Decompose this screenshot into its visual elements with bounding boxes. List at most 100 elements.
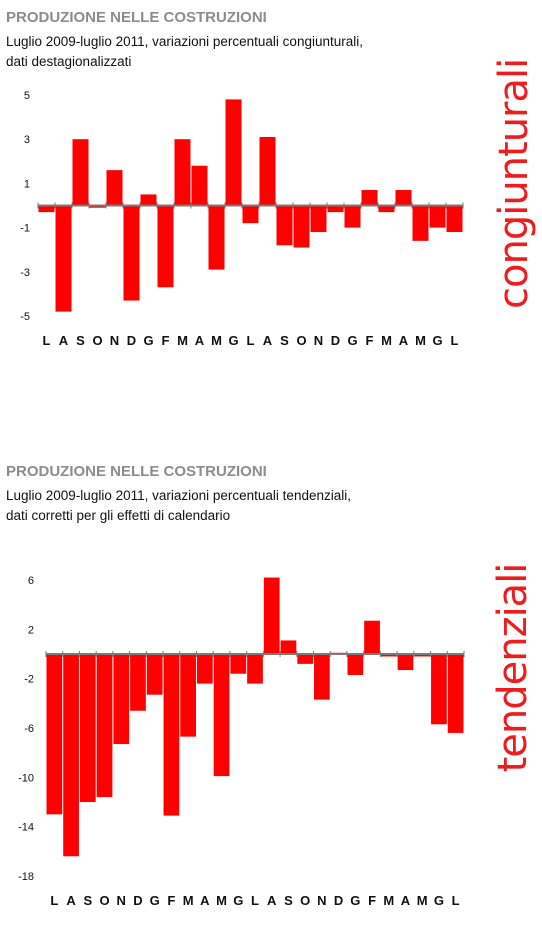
x-tick-label: S [284,893,293,908]
x-tick-label: N [317,893,326,908]
x-tick-label: G [150,893,160,908]
bar [213,654,230,777]
y-tick-label: -3 [20,267,30,279]
x-tick-label: M [177,333,188,348]
bar [46,654,63,815]
y-tick-label: 3 [24,134,30,146]
x-tick-label: A [59,333,69,348]
x-tick-label: G [233,893,243,908]
x-tick-label: M [417,893,428,908]
y-tick-label: -10 [18,772,34,784]
bar [263,577,280,654]
bar [380,654,397,657]
x-tick-label: L [251,893,259,908]
x-tick-label: L [451,333,459,348]
y-tick-label: -6 [24,723,34,735]
bar [293,205,310,248]
bar [242,205,259,224]
bar [63,654,79,857]
y-tick-label: -18 [18,871,34,883]
bar [364,620,380,654]
x-tick-label: O [99,893,109,908]
x-tick-label: A [401,893,411,908]
x-tick-label: M [381,333,392,348]
bar [378,205,395,213]
x-tick-label: N [110,333,119,348]
bar [259,136,276,206]
chart-subtitle-line1: Luglio 2009-luglio 2011, variazioni perc… [6,488,351,503]
side-label-tendenziali: tendenziali [490,563,536,773]
x-tick-label: S [280,333,289,348]
chart-subtitle-line2: dati destagionalizzati [6,54,132,69]
x-tick-label: M [216,893,227,908]
bar [397,654,414,671]
bar [140,194,157,206]
x-tick-label: D [127,333,136,348]
bar [106,170,123,206]
y-tick-label: 2 [28,624,34,636]
bar [38,205,55,213]
bar [347,654,364,675]
x-tick-label: F [167,893,175,908]
x-tick-label: G [143,333,153,348]
x-tick-label: A [200,893,210,908]
chart-title: PRODUZIONE NELLE COSTRUZIONI [6,9,267,26]
x-tick-label: A [195,333,205,348]
x-tick-label: S [83,893,92,908]
bar [276,205,293,246]
bar [414,654,431,657]
bar [146,654,163,695]
bar [225,99,242,206]
x-tick-label: G [228,333,238,348]
y-tick-label: -2 [24,674,34,686]
bar-chart-congiunturali: 531-1-3-5L A S O N D G F M A M G L A S O N D G F M A M G L [20,90,464,348]
chart-panel-congiunturali: PRODUZIONE NELLE COSTRUZIONI Luglio 2009… [0,0,542,400]
x-tick-label: D [334,893,343,908]
bar [247,654,263,684]
x-tick-label: L [50,893,58,908]
y-tick-label: -1 [20,223,30,235]
bar [130,654,146,711]
bar [361,190,378,206]
x-tick-label: G [350,893,360,908]
x-tick-label: G [432,333,442,348]
bar [174,139,191,206]
bar [431,654,447,725]
bar [310,205,327,233]
bar [89,205,106,208]
y-tick-label: -14 [18,822,34,834]
bar [446,205,463,233]
bar [344,205,361,228]
x-tick-label: L [247,333,255,348]
bar [314,654,330,700]
x-tick-label: A [399,333,409,348]
x-tick-label: A [263,333,273,348]
bar [157,205,174,288]
x-tick-label: N [314,333,323,348]
y-tick-label: -5 [20,311,30,323]
x-tick-label: G [434,893,444,908]
x-tick-label: F [366,333,374,348]
bar [280,640,297,654]
x-tick-label: O [92,333,102,348]
bar [412,205,429,241]
x-tick-label: F [368,893,376,908]
bar [55,205,72,312]
x-tick-label: F [162,333,170,348]
bar-chart-tendenziali: 62-2-6-10-14-18L A S O N D G F M A M G L A S O N D G F M A M G L [18,575,465,908]
bar [72,139,89,206]
chart-subtitle-line2: dati corretti per gli effetti di calenda… [6,508,231,523]
bar [327,205,344,213]
x-tick-label: A [267,893,277,908]
chart-panel-tendenziali: PRODUZIONE NELLE COSTRUZIONI Luglio 2009… [0,455,542,908]
x-tick-label: O [300,893,310,908]
x-tick-label: M [383,893,394,908]
y-tick-label: 5 [24,90,30,102]
bar [230,654,247,674]
bar [297,654,314,664]
x-tick-label: O [296,333,306,348]
x-tick-label: M [211,333,222,348]
x-tick-label: A [66,893,76,908]
x-tick-label: N [117,893,126,908]
x-tick-label: D [331,333,340,348]
